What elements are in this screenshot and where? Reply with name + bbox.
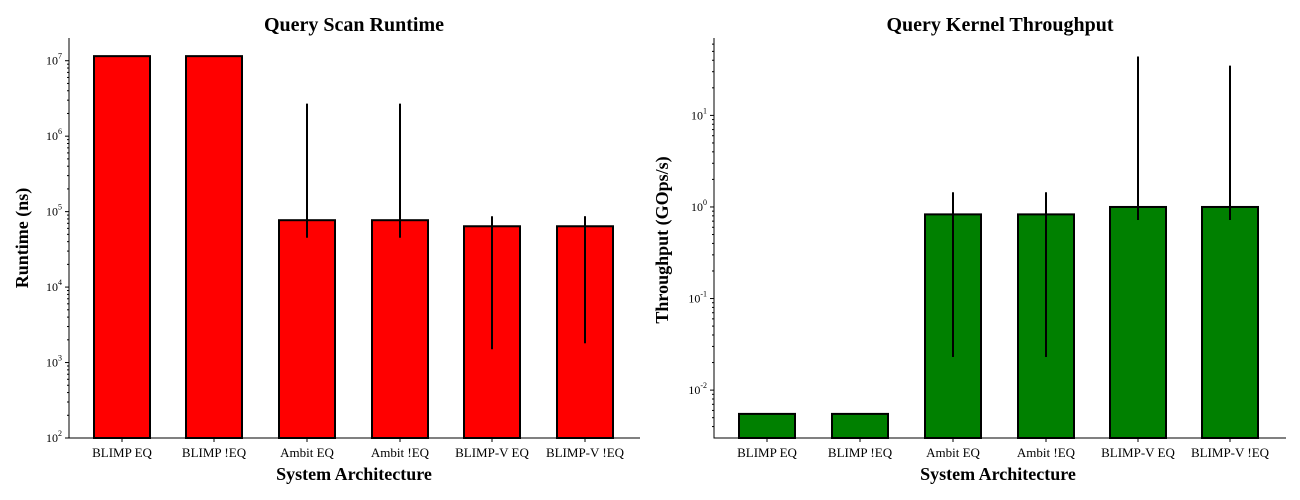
runtime-x-ticks: BLIMP EQ BLIMP !EQ Ambit EQ Ambit !EQ BLIMP-… bbox=[92, 438, 625, 460]
throughput-chart-title: Query Kernel Throughput bbox=[886, 14, 1113, 36]
runtime-bar bbox=[185, 55, 243, 439]
throughput-x-axis-label: System Architecture bbox=[920, 464, 1076, 484]
throughput-x-tick-label: Ambit EQ bbox=[926, 445, 980, 460]
runtime-chart-title: Query Scan Runtime bbox=[264, 14, 444, 36]
throughput-bar bbox=[1109, 205, 1167, 439]
throughput-x-tick-label: BLIMP EQ bbox=[737, 445, 797, 460]
runtime-x-tick-label: BLIMP !EQ bbox=[182, 445, 247, 460]
throughput-y-axis-label: Throughput (GOps/s) bbox=[652, 156, 673, 323]
throughput-bar bbox=[1201, 205, 1259, 439]
throughput-x-tick-label: BLIMP !EQ bbox=[828, 445, 893, 460]
throughput-x-tick-label: BLIMP-V !EQ bbox=[1191, 445, 1270, 460]
runtime-y-axis-label: Runtime (ns) bbox=[12, 188, 33, 289]
throughput-y-tick-label: 10-2 bbox=[688, 381, 707, 397]
runtime-y-tick-label: 104 bbox=[46, 278, 62, 294]
throughput-y-tick-label: 101 bbox=[691, 106, 707, 122]
runtime-chart: Query Scan Runtime System Architecture R… bbox=[12, 14, 640, 484]
runtime-axes bbox=[68, 38, 640, 439]
runtime-bar bbox=[93, 55, 151, 439]
throughput-y-tick-label: 10-1 bbox=[688, 290, 707, 306]
runtime-bars bbox=[93, 55, 614, 439]
runtime-y-tick-label: 107 bbox=[46, 52, 62, 68]
throughput-x-ticks: BLIMP EQ BLIMP !EQ Ambit EQ Ambit !EQ BLIMP-… bbox=[737, 438, 1270, 460]
runtime-x-tick-label: BLIMP-V !EQ bbox=[546, 445, 625, 460]
throughput-chart: Query Kernel Throughput System Architect… bbox=[652, 14, 1286, 484]
runtime-error-bars bbox=[306, 103, 586, 350]
throughput-bar bbox=[738, 412, 796, 440]
runtime-y-ticks: 102 103 104 105 106 107 bbox=[46, 52, 69, 445]
runtime-y-tick-label: 103 bbox=[46, 354, 62, 370]
runtime-y-tick-label: 106 bbox=[46, 127, 62, 143]
throughput-x-tick-label: BLIMP-V EQ bbox=[1101, 445, 1175, 460]
runtime-y-tick-label: 102 bbox=[46, 429, 62, 445]
runtime-y-tick-label: 105 bbox=[46, 203, 62, 219]
throughput-bars bbox=[738, 205, 1259, 440]
runtime-x-axis-label: System Architecture bbox=[276, 464, 432, 484]
throughput-axes bbox=[713, 38, 1286, 439]
throughput-y-tick-label: 100 bbox=[691, 198, 707, 214]
throughput-y-ticks: 10-2 10-1 100 101 bbox=[688, 43, 714, 428]
runtime-x-tick-label: Ambit EQ bbox=[280, 445, 334, 460]
runtime-x-tick-label: BLIMP EQ bbox=[92, 445, 152, 460]
throughput-bar bbox=[831, 412, 889, 440]
throughput-x-tick-label: Ambit !EQ bbox=[1017, 445, 1076, 460]
runtime-x-tick-label: BLIMP-V EQ bbox=[455, 445, 529, 460]
runtime-bar bbox=[371, 219, 429, 439]
throughput-error-bars bbox=[952, 56, 1231, 357]
runtime-x-tick-label: Ambit !EQ bbox=[371, 445, 430, 460]
runtime-bar bbox=[278, 219, 336, 439]
